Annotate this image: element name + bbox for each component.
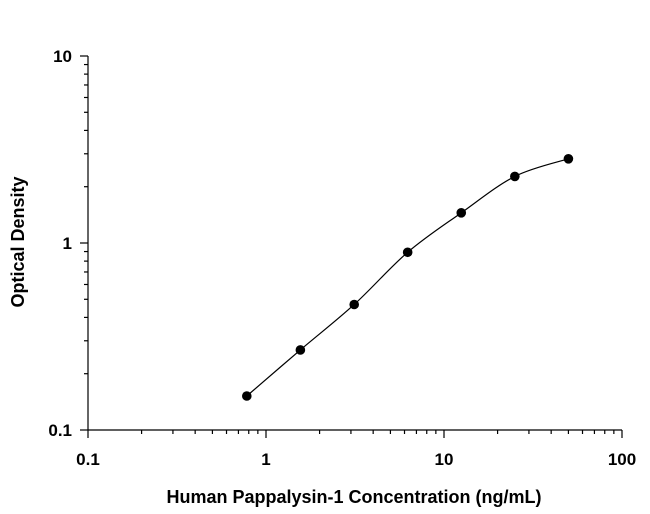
- labels-layer: 0.1 1 10 100 0.1 1 10: [48, 47, 636, 469]
- data-point: [402, 247, 413, 258]
- y-tick-label: 0.1: [48, 421, 72, 440]
- x-tick-label: 1: [261, 450, 270, 469]
- x-tick-label: 10: [435, 450, 454, 469]
- data-point: [349, 299, 360, 310]
- data-point: [295, 345, 306, 355]
- y-axis-title: Optical Density: [8, 176, 28, 307]
- x-axis-title: Human Pappalysin-1 Concentration (ng/mL): [166, 487, 541, 507]
- curve-layer: [246, 158, 569, 397]
- x-tick-label: 100: [608, 450, 636, 469]
- data-point: [456, 208, 467, 218]
- y-tick-label: 1: [63, 234, 72, 253]
- data-point: [563, 154, 574, 164]
- x-tick-label: 0.1: [76, 450, 100, 469]
- fitted-curve: [246, 158, 569, 397]
- points-layer: [241, 154, 574, 401]
- axes: [80, 55, 623, 438]
- y-tick-label: 10: [53, 47, 72, 66]
- data-point: [510, 171, 520, 182]
- data-point: [241, 391, 252, 401]
